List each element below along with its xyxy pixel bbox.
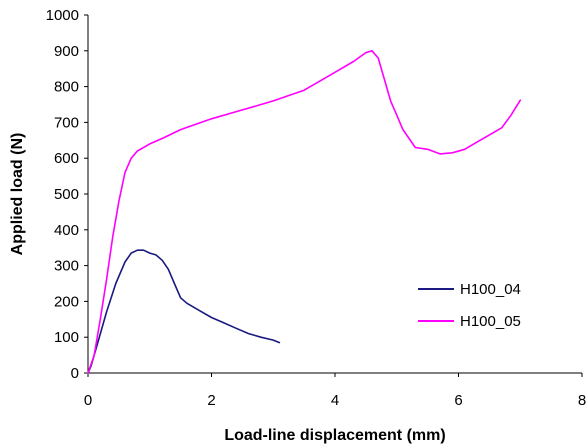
y-tick-label: 100 bbox=[54, 329, 79, 346]
y-tick-label: 900 bbox=[54, 43, 79, 60]
x-tick-label: 4 bbox=[331, 392, 339, 409]
y-tick-label: 300 bbox=[54, 258, 79, 275]
legend-label: H100_05 bbox=[460, 313, 521, 330]
x-tick-label: 2 bbox=[207, 392, 215, 409]
y-tick-label: 800 bbox=[54, 79, 79, 96]
x-axis-label: Load-line displacement (mm) bbox=[224, 427, 445, 444]
legend: H100_04 H100_05 bbox=[418, 281, 521, 330]
y-tick-label: 500 bbox=[54, 186, 79, 203]
x-axis-ticks: 0 2 4 6 8 bbox=[84, 373, 586, 409]
series-line-h100-04 bbox=[87, 249, 281, 374]
series-line-h100-05 bbox=[87, 50, 522, 374]
x-tick-label: 8 bbox=[578, 392, 586, 409]
x-tick-label: 6 bbox=[454, 392, 462, 409]
y-tick-label: 400 bbox=[54, 222, 79, 239]
y-tick-label: 0 bbox=[71, 365, 79, 382]
y-tick-label: 200 bbox=[54, 293, 79, 310]
legend-label: H100_04 bbox=[460, 281, 521, 298]
x-tick-label: 0 bbox=[84, 392, 92, 409]
y-tick-label: 600 bbox=[54, 150, 79, 167]
y-tick-label: 1000 bbox=[46, 7, 79, 24]
y-axis-ticks: 0 100 200 300 400 500 600 700 800 900 1000 bbox=[46, 7, 88, 382]
y-tick-label: 700 bbox=[54, 114, 79, 131]
y-axis-label: Applied load (N) bbox=[9, 133, 26, 256]
series-layer bbox=[87, 50, 522, 374]
